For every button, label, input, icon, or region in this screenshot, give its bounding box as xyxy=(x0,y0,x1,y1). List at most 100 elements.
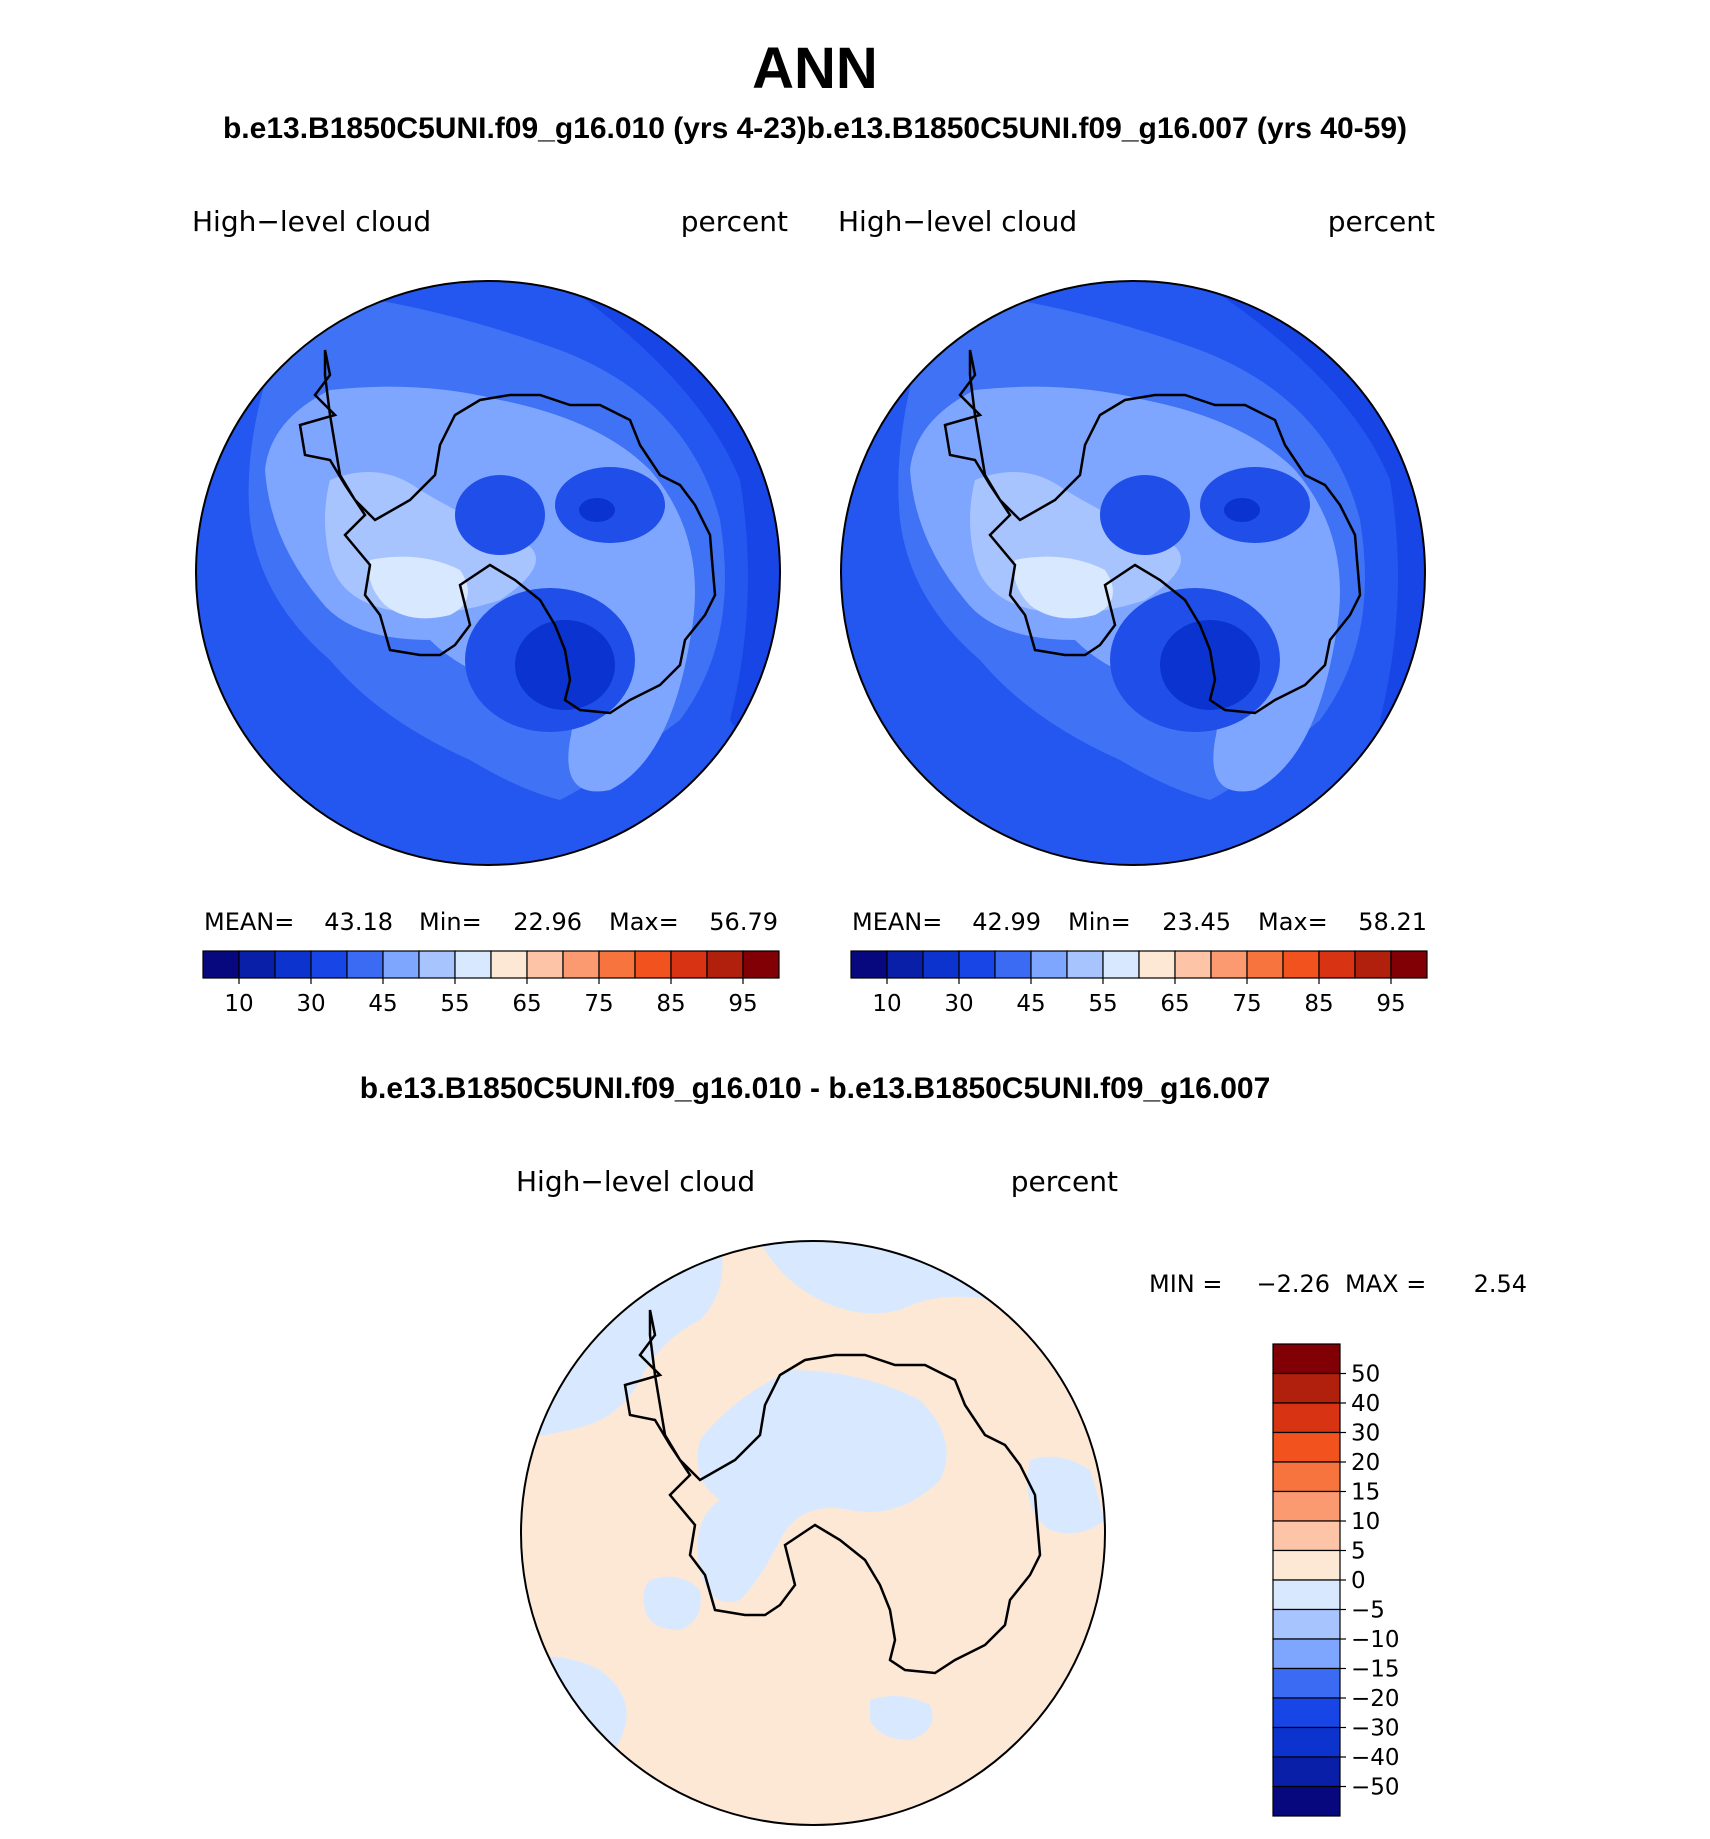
left-colorbar-swatch xyxy=(274,950,312,979)
diff-colorbar-tick-label: 40 xyxy=(1351,1391,1380,1417)
diff-max-label: MAX = xyxy=(1345,1270,1426,1298)
left-colorbar-tick-label: 55 xyxy=(440,991,469,1017)
diff-colorbar-swatch xyxy=(1272,1756,1341,1788)
left-colorbar-swatch xyxy=(202,950,240,979)
diff-colorbar-tick-label: −15 xyxy=(1351,1657,1400,1683)
left-colorbar-swatch xyxy=(454,950,492,979)
diff-negative-antarctica xyxy=(697,1370,947,1602)
left-colorbar-tick-label: 65 xyxy=(512,991,541,1017)
left-colorbar-swatch xyxy=(562,950,600,979)
left-max-value: 56.79 xyxy=(709,908,778,936)
right-colorbar-tick-label: 30 xyxy=(944,991,973,1017)
left-colorbar-swatch xyxy=(706,950,744,979)
left-mean-value: 43.18 xyxy=(324,908,393,936)
diff-colorbar-swatch xyxy=(1272,1402,1341,1434)
left-dark-core-4 xyxy=(515,620,615,710)
diff-negative-region-6 xyxy=(870,1696,933,1740)
left-colorbar-swatch xyxy=(670,950,708,979)
figure-subtitle: b.e13.B1850C5UNI.f09_g16.010 (yrs 4-23)b… xyxy=(223,112,1407,145)
left-colorbar-swatch xyxy=(634,950,672,979)
left-colorbar-tick-label: 10 xyxy=(224,991,253,1017)
right-units-label: percent xyxy=(1328,205,1435,238)
left-units-label: percent xyxy=(681,205,788,238)
diff-colorbar-swatch xyxy=(1272,1579,1341,1611)
left-colorbar-tick-label: 45 xyxy=(368,991,397,1017)
right-colorbar: 10 30 45 55 65 75 85 95 xyxy=(850,950,1428,1017)
diff-colorbar-swatch xyxy=(1272,1549,1341,1581)
right-mean-value: 42.99 xyxy=(972,908,1041,936)
right-colorbar-swatch xyxy=(1318,950,1356,979)
left-colorbar-swatch xyxy=(238,950,276,979)
right-min-value: 23.45 xyxy=(1162,908,1231,936)
right-colorbar-swatch xyxy=(922,950,960,979)
right-dark-core-1 xyxy=(1100,475,1190,555)
right-colorbar-swatch xyxy=(1210,950,1248,979)
right-colorbar-tick-label: 10 xyxy=(872,991,901,1017)
right-variable-label: High−level cloud xyxy=(838,205,1077,238)
right-colorbar-tick-label: 45 xyxy=(1016,991,1045,1017)
right-colorbar-swatch xyxy=(958,950,996,979)
left-colorbar-tick-label: 30 xyxy=(296,991,325,1017)
diff-negative-region-5 xyxy=(643,1576,701,1630)
diff-min-value: −2.26 xyxy=(1256,1270,1330,1298)
right-colorbar-swatch xyxy=(1390,950,1428,979)
left-min-label: Min= xyxy=(419,908,482,936)
right-colorbar-swatch xyxy=(1102,950,1140,979)
left-colorbar-swatch xyxy=(382,950,420,979)
diff-colorbar-swatch xyxy=(1272,1697,1341,1729)
right-colorbar-tick-label: 95 xyxy=(1376,991,1405,1017)
diff-map: High−level cloud percent MIN = −2.26 MAX… xyxy=(516,1165,1527,1826)
diff-colorbar-swatch xyxy=(1272,1785,1341,1817)
left-map-border xyxy=(195,280,781,866)
right-colorbar-tick-label: 55 xyxy=(1088,991,1117,1017)
right-stats-line: MEAN= 42.99 Min= 23.45 Max= 58.21 xyxy=(852,908,1427,936)
right-mean-label: MEAN= xyxy=(852,908,942,936)
right-colorbar-swatch xyxy=(994,950,1032,979)
diff-colorbar-tick-label: 20 xyxy=(1351,1450,1380,1476)
left-colorbar-swatch xyxy=(310,950,348,979)
diff-minmax-line: MIN = −2.26 MAX = 2.54 xyxy=(1149,1270,1527,1298)
diff-colorbar-tick-label: 0 xyxy=(1351,1568,1366,1594)
left-max-label: Max= xyxy=(609,908,679,936)
diff-colorbar-tick-label: 50 xyxy=(1351,1362,1380,1388)
right-colorbar-swatch xyxy=(1246,950,1284,979)
left-colorbar-swatch xyxy=(346,950,384,979)
right-colorbar-swatch xyxy=(886,950,924,979)
right-colorbar-swatch xyxy=(850,950,888,979)
right-colorbar-tick-label: 65 xyxy=(1160,991,1189,1017)
right-max-label: Max= xyxy=(1258,908,1328,936)
right-colorbar-tick-label: 85 xyxy=(1304,991,1333,1017)
diff-colorbar-swatch xyxy=(1272,1461,1341,1493)
diff-map-border xyxy=(520,1240,1106,1826)
right-light-field-3 xyxy=(1014,556,1113,619)
right-colorbar-swatch xyxy=(1138,950,1176,979)
right-min-label: Min= xyxy=(1068,908,1131,936)
right-colorbar-swatch xyxy=(1282,950,1320,979)
diff-colorbar-tick-label: 15 xyxy=(1351,1480,1380,1506)
left-colorbar-swatch xyxy=(598,950,636,979)
diff-colorbar-tick-label: 30 xyxy=(1351,1421,1380,1447)
diff-colorbar-tick-label: 10 xyxy=(1351,1509,1380,1535)
left-colorbar: 10 30 45 55 65 75 85 95 xyxy=(202,950,780,1017)
diff-colorbar-swatch xyxy=(1272,1343,1341,1375)
left-colorbar-tick-label: 85 xyxy=(656,991,685,1017)
left-colorbar-swatch xyxy=(526,950,564,979)
diff-units-label: percent xyxy=(1011,1165,1118,1198)
diff-colorbar-tick-label: −5 xyxy=(1351,1598,1385,1624)
diff-colorbar-swatch xyxy=(1272,1372,1341,1404)
diff-min-label: MIN = xyxy=(1149,1270,1222,1298)
right-colorbar-swatch xyxy=(1354,950,1392,979)
diff-max-value: 2.54 xyxy=(1474,1270,1527,1298)
right-colorbar-swatch xyxy=(1174,950,1212,979)
diff-colorbar-tick-label: −20 xyxy=(1351,1686,1400,1712)
diff-colorbar-tick-label: −50 xyxy=(1351,1775,1400,1801)
left-colorbar-tick-label: 75 xyxy=(584,991,613,1017)
left-map: High−level cloud percent MEAN= 43.18 Min… xyxy=(192,205,788,1017)
right-colorbar-swatch xyxy=(1030,950,1068,979)
figure-title: ANN xyxy=(752,36,878,101)
left-min-value: 22.96 xyxy=(513,908,582,936)
right-max-value: 58.21 xyxy=(1358,908,1427,936)
left-colorbar-swatch xyxy=(418,950,456,979)
